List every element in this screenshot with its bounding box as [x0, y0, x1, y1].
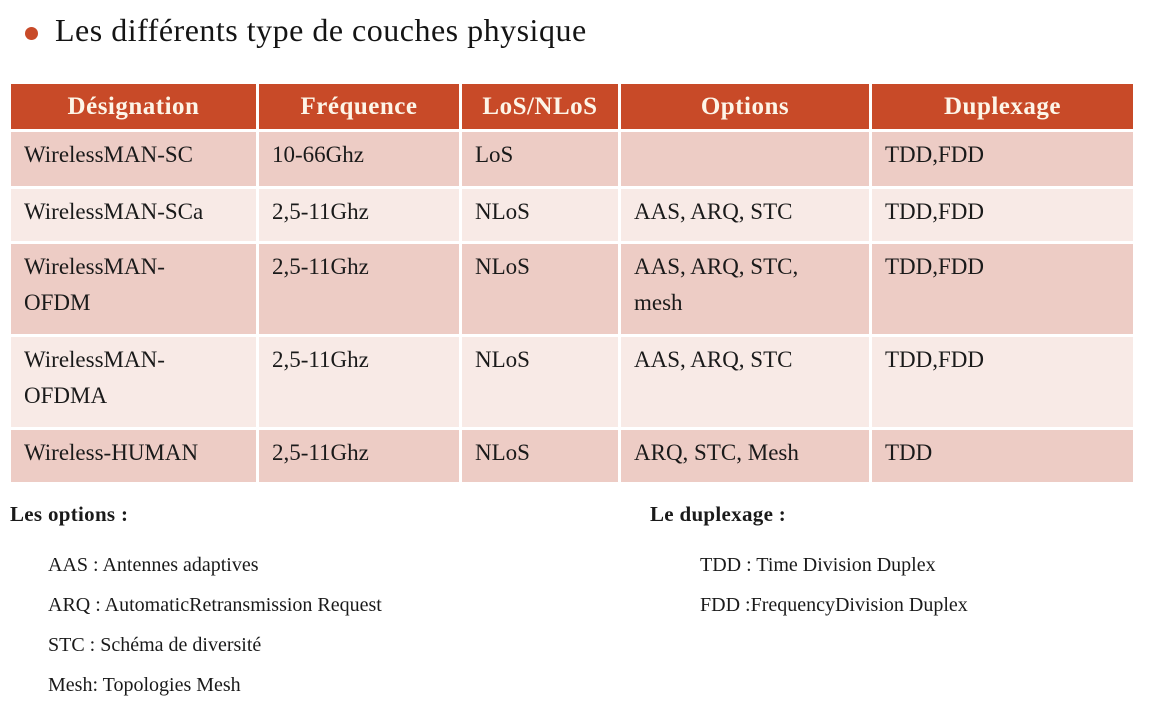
cell-los-nlos: NLoS	[459, 334, 621, 430]
cell-duplexage: TDD,FDD	[869, 129, 1136, 189]
cell-frequence: 10-66Ghz	[256, 129, 462, 189]
page-title: Les différents type de couches physique	[55, 12, 587, 48]
cell-frequence: 2,5-11Ghz	[256, 186, 462, 244]
duplexage-legend: Le duplexage : TDD : Time Division Duple…	[650, 502, 968, 625]
table-row: Wireless-HUMAN 2,5-11Ghz NLoS ARQ, STC, …	[8, 427, 1136, 485]
duplexage-legend-heading: Le duplexage :	[650, 502, 787, 526]
cell-designation: WirelessMAN-SCa	[8, 186, 259, 244]
column-header-los-nlos: LoS/NLoS	[459, 81, 621, 132]
cell-options	[618, 129, 872, 189]
cell-los-nlos: NLoS	[459, 241, 621, 337]
cell-options: AAS, ARQ, STC	[618, 334, 872, 430]
cell-duplexage: TDD,FDD	[869, 186, 1136, 244]
cell-los-nlos: NLoS	[459, 186, 621, 244]
bullet-icon	[25, 27, 38, 40]
cell-designation: WirelessMAN- OFDMA	[8, 334, 259, 430]
legend-item-fdd: FDD :FrequencyDivision Duplex	[700, 594, 968, 616]
legend-item-mesh: Mesh: Topologies Mesh	[48, 674, 241, 696]
column-header-designation: Désignation	[8, 81, 259, 132]
cell-frequence: 2,5-11Ghz	[256, 427, 462, 485]
cell-designation: Wireless-HUMAN	[8, 427, 259, 485]
legend-item-tdd: TDD : Time Division Duplex	[700, 554, 936, 576]
cell-duplexage: TDD,FDD	[869, 241, 1136, 337]
phy-layers-table: Désignation Fréquence LoS/NLoS Options D…	[8, 81, 1136, 485]
table-row: WirelessMAN-SC 10-66Ghz LoS TDD,FDD	[8, 129, 1136, 189]
legend-item-stc: STC : Schéma de diversité	[48, 634, 262, 656]
cell-designation: WirelessMAN- OFDM	[8, 241, 259, 337]
table-row: WirelessMAN-SCa 2,5-11Ghz NLoS AAS, ARQ,…	[8, 186, 1136, 244]
cell-duplexage: TDD	[869, 427, 1136, 485]
table-row: WirelessMAN- OFDM 2,5-11Ghz NLoS AAS, AR…	[8, 241, 1136, 337]
cell-frequence: 2,5-11Ghz	[256, 241, 462, 337]
table-row: WirelessMAN- OFDMA 2,5-11Ghz NLoS AAS, A…	[8, 334, 1136, 430]
cell-frequence: 2,5-11Ghz	[256, 334, 462, 430]
options-legend-heading: Les options :	[10, 502, 129, 526]
cell-los-nlos: NLoS	[459, 427, 621, 485]
column-header-options: Options	[618, 81, 872, 132]
column-header-frequence: Fréquence	[256, 81, 462, 132]
cell-duplexage: TDD,FDD	[869, 334, 1136, 430]
cell-options: AAS, ARQ, STC, mesh	[618, 241, 872, 337]
legend-item-arq: ARQ : AutomaticRetransmission Request	[48, 594, 382, 616]
cell-los-nlos: LoS	[459, 129, 621, 189]
legend-item-aas: AAS : Antennes adaptives	[48, 554, 259, 576]
column-header-duplexage: Duplexage	[869, 81, 1136, 132]
options-legend: Les options : AAS : Antennes adaptives A…	[10, 502, 382, 703]
cell-options: AAS, ARQ, STC	[618, 186, 872, 244]
cell-options: ARQ, STC, Mesh	[618, 427, 872, 485]
cell-designation: WirelessMAN-SC	[8, 129, 259, 189]
table-header-row: Désignation Fréquence LoS/NLoS Options D…	[8, 81, 1136, 132]
